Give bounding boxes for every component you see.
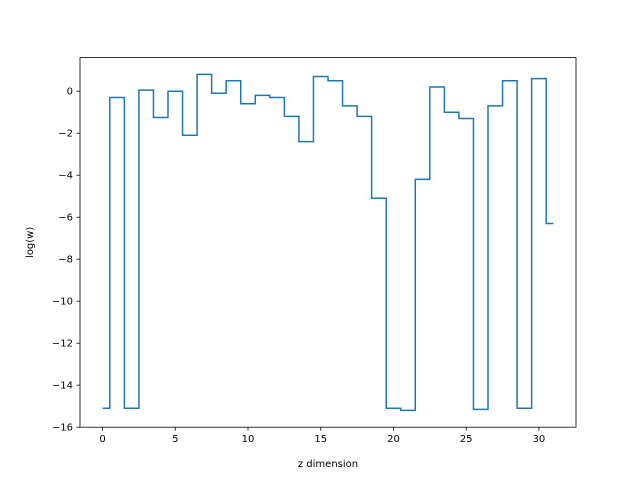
y-tick-label: −6 xyxy=(58,213,73,224)
x-tick-label: 5 xyxy=(172,434,178,445)
x-axis-label: z dimension xyxy=(298,459,358,470)
y-tick-label: −2 xyxy=(58,129,73,140)
y-tick-label: −14 xyxy=(52,381,73,392)
x-tick-label: 15 xyxy=(314,434,327,445)
x-tick-label: 10 xyxy=(242,434,255,445)
y-tick-label: −16 xyxy=(52,423,73,434)
y-tick-label: −4 xyxy=(58,171,73,182)
x-tick-label: 20 xyxy=(387,434,400,445)
x-tick-label: 0 xyxy=(99,434,105,445)
x-axis: 0 5 10 15 20 25 30 xyxy=(99,427,545,445)
y-tick-label: 0 xyxy=(67,87,73,98)
axes-frame xyxy=(79,57,577,428)
y-tick-label: −12 xyxy=(52,339,73,350)
x-tick-label: 25 xyxy=(460,434,473,445)
y-axis-label: log(w) xyxy=(25,227,36,258)
x-tick-label: 30 xyxy=(533,434,546,445)
plot-area xyxy=(102,73,554,412)
y-tick-label: −10 xyxy=(52,297,73,308)
y-tick-label: −8 xyxy=(58,255,73,266)
series-line xyxy=(102,73,554,412)
y-axis: 0 −2 −4 −6 −8 −10 −12 −14 −16 xyxy=(52,87,80,434)
